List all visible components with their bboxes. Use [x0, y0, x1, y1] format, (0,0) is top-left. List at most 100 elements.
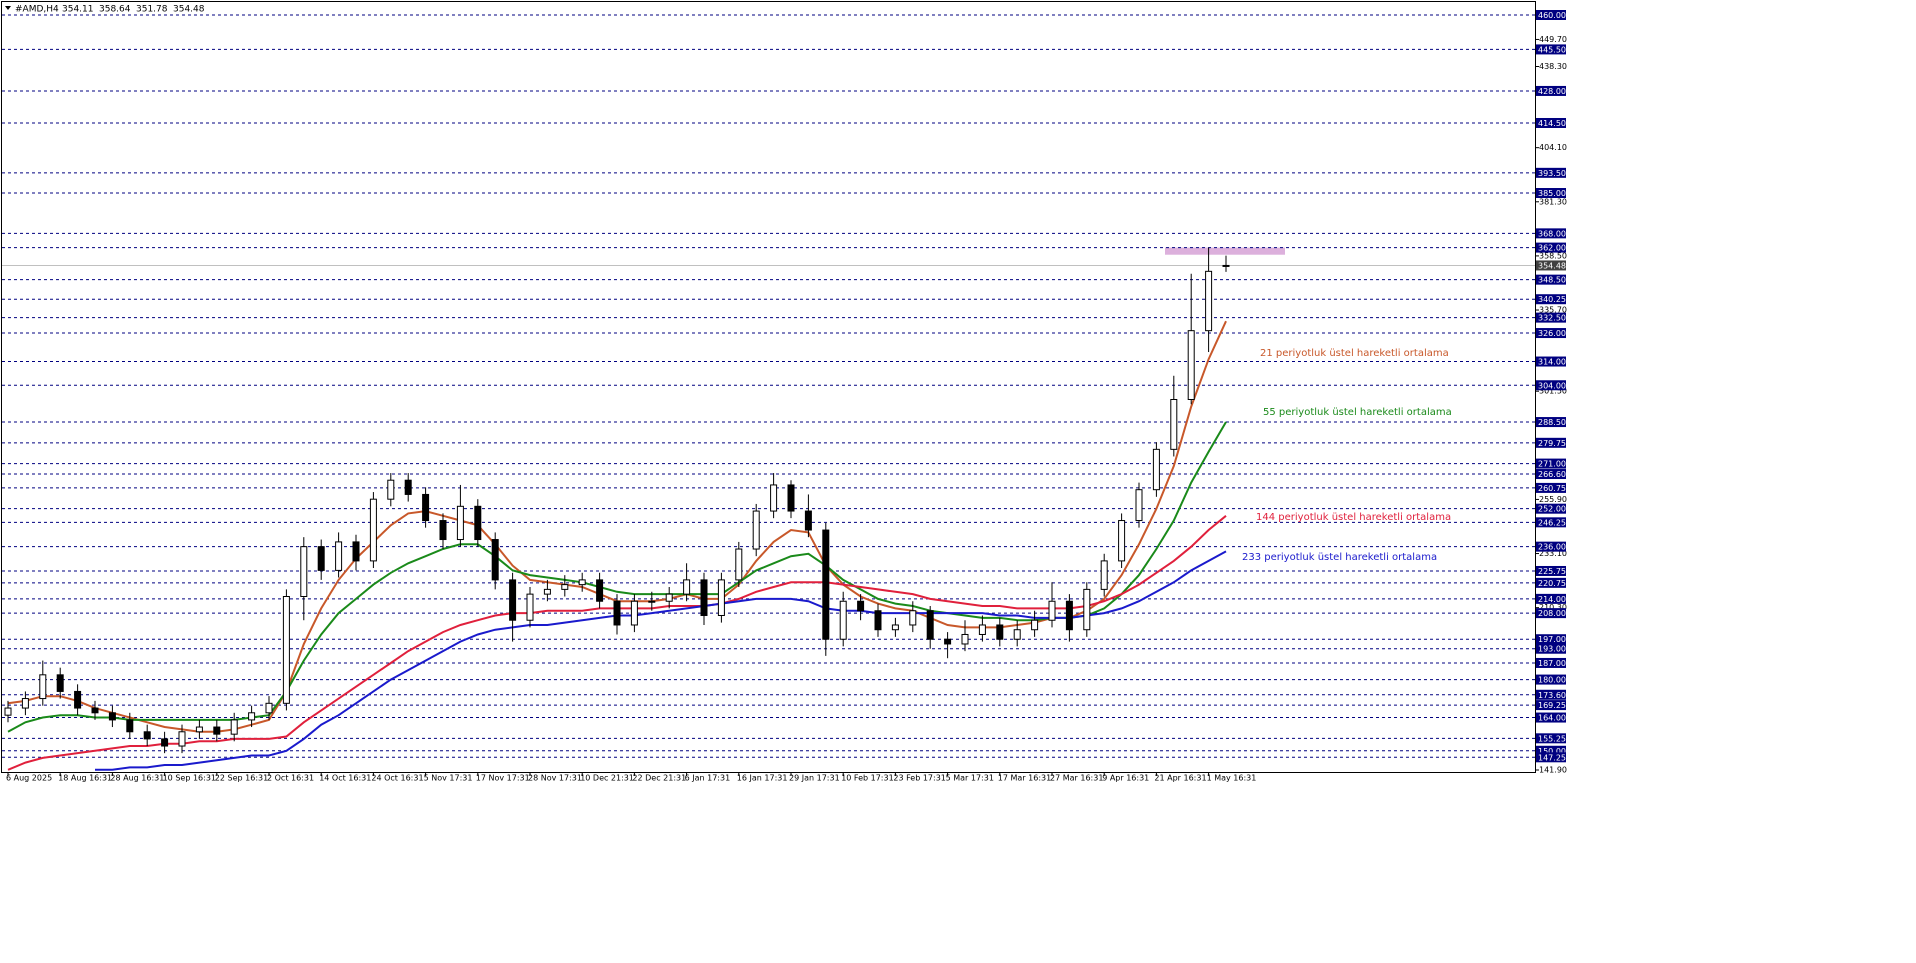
x-tick-label: 2 Oct 16:31 — [267, 774, 314, 783]
chart-title: #AMD,H4 — [15, 5, 59, 15]
candle-body — [926, 610, 934, 640]
level-label-box — [1536, 700, 1566, 711]
candle-body — [39, 674, 47, 700]
y-tick-label: 449.70 — [1539, 35, 1567, 44]
y-tick-label: 404.10 — [1539, 143, 1567, 152]
candle-body — [282, 595, 290, 704]
candle-body — [717, 579, 725, 616]
level-label-box — [1536, 674, 1566, 685]
level-label-box — [1536, 356, 1566, 367]
candle-body — [1187, 330, 1195, 401]
ema-annotation: 144 periyotluk üstel hareketli ortalama — [1256, 512, 1451, 523]
level-label-box — [1536, 228, 1566, 239]
candle-body — [700, 579, 708, 616]
candle-body — [543, 588, 551, 595]
level-label: 214.00 — [1538, 595, 1566, 604]
y-tick-label: 358.50 — [1539, 251, 1567, 260]
candle-body — [161, 738, 169, 747]
candle-body — [317, 546, 325, 571]
x-tick-label: 22 Dec 21:31 — [632, 774, 686, 783]
candle-body — [1083, 588, 1091, 631]
level-label-box — [1536, 593, 1566, 604]
x-tick-label: 27 Mar 16:31 — [1050, 774, 1103, 783]
candle-body — [491, 539, 499, 581]
level-label-box — [1536, 608, 1566, 619]
level-label-box — [1536, 469, 1566, 480]
level-label-box — [1536, 643, 1566, 654]
y-tick-label: 210.30 — [1539, 603, 1567, 612]
level-label: 266.60 — [1538, 470, 1566, 479]
plot-frame — [1, 1, 1536, 773]
x-tick-label: 14 Oct 16:31 — [319, 774, 371, 783]
candle-body — [335, 541, 343, 571]
candle-body — [735, 548, 743, 581]
level-label-box — [1536, 117, 1566, 128]
ema-annotation: 233 periyotluk üstel hareketli ortalama — [1242, 552, 1437, 563]
candle-body — [404, 479, 412, 495]
x-tick-label: 28 Nov 17:31 — [528, 774, 582, 783]
level-label: 393.50 — [1538, 169, 1566, 178]
level-label: 428.00 — [1538, 87, 1566, 96]
x-tick-label: 10 Feb 17:31 — [841, 774, 893, 783]
candle-body — [456, 505, 464, 541]
candle-body — [891, 624, 899, 631]
x-tick-label: 23 Feb 17:31 — [893, 774, 945, 783]
level-label: 314.00 — [1538, 358, 1566, 367]
candle-body — [1013, 629, 1021, 640]
candle-body — [265, 702, 273, 714]
last-price-box — [1536, 260, 1566, 271]
level-label-box — [1536, 482, 1566, 493]
candle-body — [369, 498, 377, 562]
y-tick-label: 438.30 — [1539, 62, 1567, 71]
candle-body — [822, 529, 830, 640]
candle-body — [248, 712, 256, 721]
candle-body — [352, 541, 360, 562]
candle-body — [578, 579, 586, 586]
header-value: 354.48 — [173, 5, 205, 15]
level-label-box — [1536, 657, 1566, 668]
candle-body — [300, 546, 308, 597]
level-label: 180.00 — [1538, 676, 1566, 685]
menu-triangle[interactable] — [5, 6, 11, 10]
candle-body — [909, 610, 917, 626]
x-tick-label: 10 Dec 21:31 — [580, 774, 634, 783]
candle-body — [665, 593, 673, 602]
level-label: 246.25 — [1538, 518, 1566, 527]
candle-body — [474, 505, 482, 541]
level-label: 164.00 — [1538, 714, 1566, 723]
candle-body — [1065, 600, 1073, 631]
candle-body — [1135, 489, 1143, 522]
candle-body — [178, 731, 186, 747]
level-label-box — [1536, 745, 1566, 756]
candle-body — [839, 600, 847, 640]
level-label-box — [1536, 417, 1566, 428]
level-label-box — [1536, 634, 1566, 645]
level-label: 193.00 — [1538, 645, 1566, 654]
x-tick-label: 28 Aug 16:31 — [110, 774, 164, 783]
level-label: 271.00 — [1538, 460, 1566, 469]
level-label: 236.00 — [1538, 543, 1566, 552]
candle-body — [630, 600, 638, 626]
ema-annotation: 21 periyotluk üstel hareketli ortalama — [1260, 348, 1449, 359]
level-label: 147.25 — [1538, 753, 1566, 762]
level-label: 197.00 — [1538, 635, 1566, 644]
ema-annotation: 55 periyotluk üstel hareketli ortalama — [1263, 407, 1452, 418]
candle-body — [91, 707, 99, 714]
candle-body — [126, 719, 134, 733]
header-value: 354.11 — [62, 5, 94, 15]
candle-body — [770, 484, 778, 512]
candle-body — [561, 584, 569, 590]
x-tick-label: 1 May 16:31 — [1207, 774, 1257, 783]
candle-body — [1222, 264, 1230, 267]
candle-body — [804, 510, 812, 531]
level-label-box — [1536, 458, 1566, 469]
level-label: 304.00 — [1538, 381, 1566, 390]
level-label: 445.50 — [1538, 45, 1566, 54]
x-tick-label: 5 Mar 17:31 — [946, 774, 994, 783]
x-tick-label: 24 Oct 16:31 — [371, 774, 423, 783]
level-label: 155.25 — [1538, 734, 1566, 743]
candle-body — [683, 579, 691, 595]
candle-body — [143, 731, 151, 740]
level-label-box — [1536, 312, 1566, 323]
